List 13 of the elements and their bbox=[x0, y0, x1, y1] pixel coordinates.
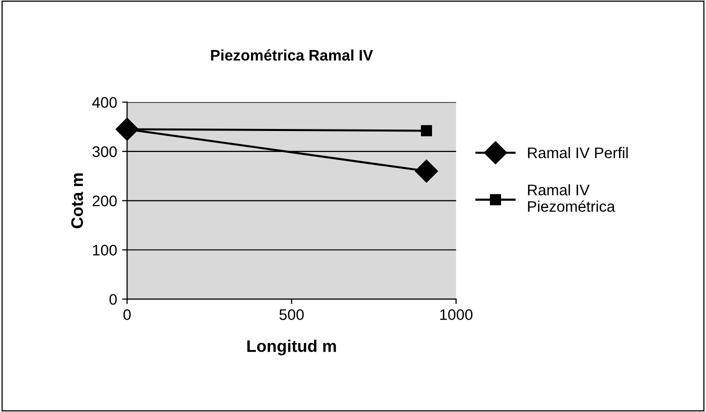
chart-title: Piezométrica Ramal IV bbox=[211, 49, 373, 61]
y-tick-label: 400 bbox=[92, 97, 117, 108]
x-tick-label: 0 bbox=[123, 309, 131, 320]
y-axis-title: Cota m bbox=[71, 173, 84, 228]
y-tick-label: 300 bbox=[92, 146, 117, 158]
x-tick-label: 1000 bbox=[440, 309, 472, 320]
y-tick-label: 0 bbox=[109, 294, 117, 305]
x-axis-title: Longitud m bbox=[247, 340, 336, 356]
y-tick-label: 100 bbox=[93, 244, 117, 256]
legend-label: Ramal IV Piezométrica bbox=[528, 184, 616, 212]
legend-label: Ramal IV Perfil bbox=[528, 147, 628, 158]
y-tick-label: 200 bbox=[92, 196, 117, 206]
x-tick-label: 500 bbox=[279, 309, 304, 320]
